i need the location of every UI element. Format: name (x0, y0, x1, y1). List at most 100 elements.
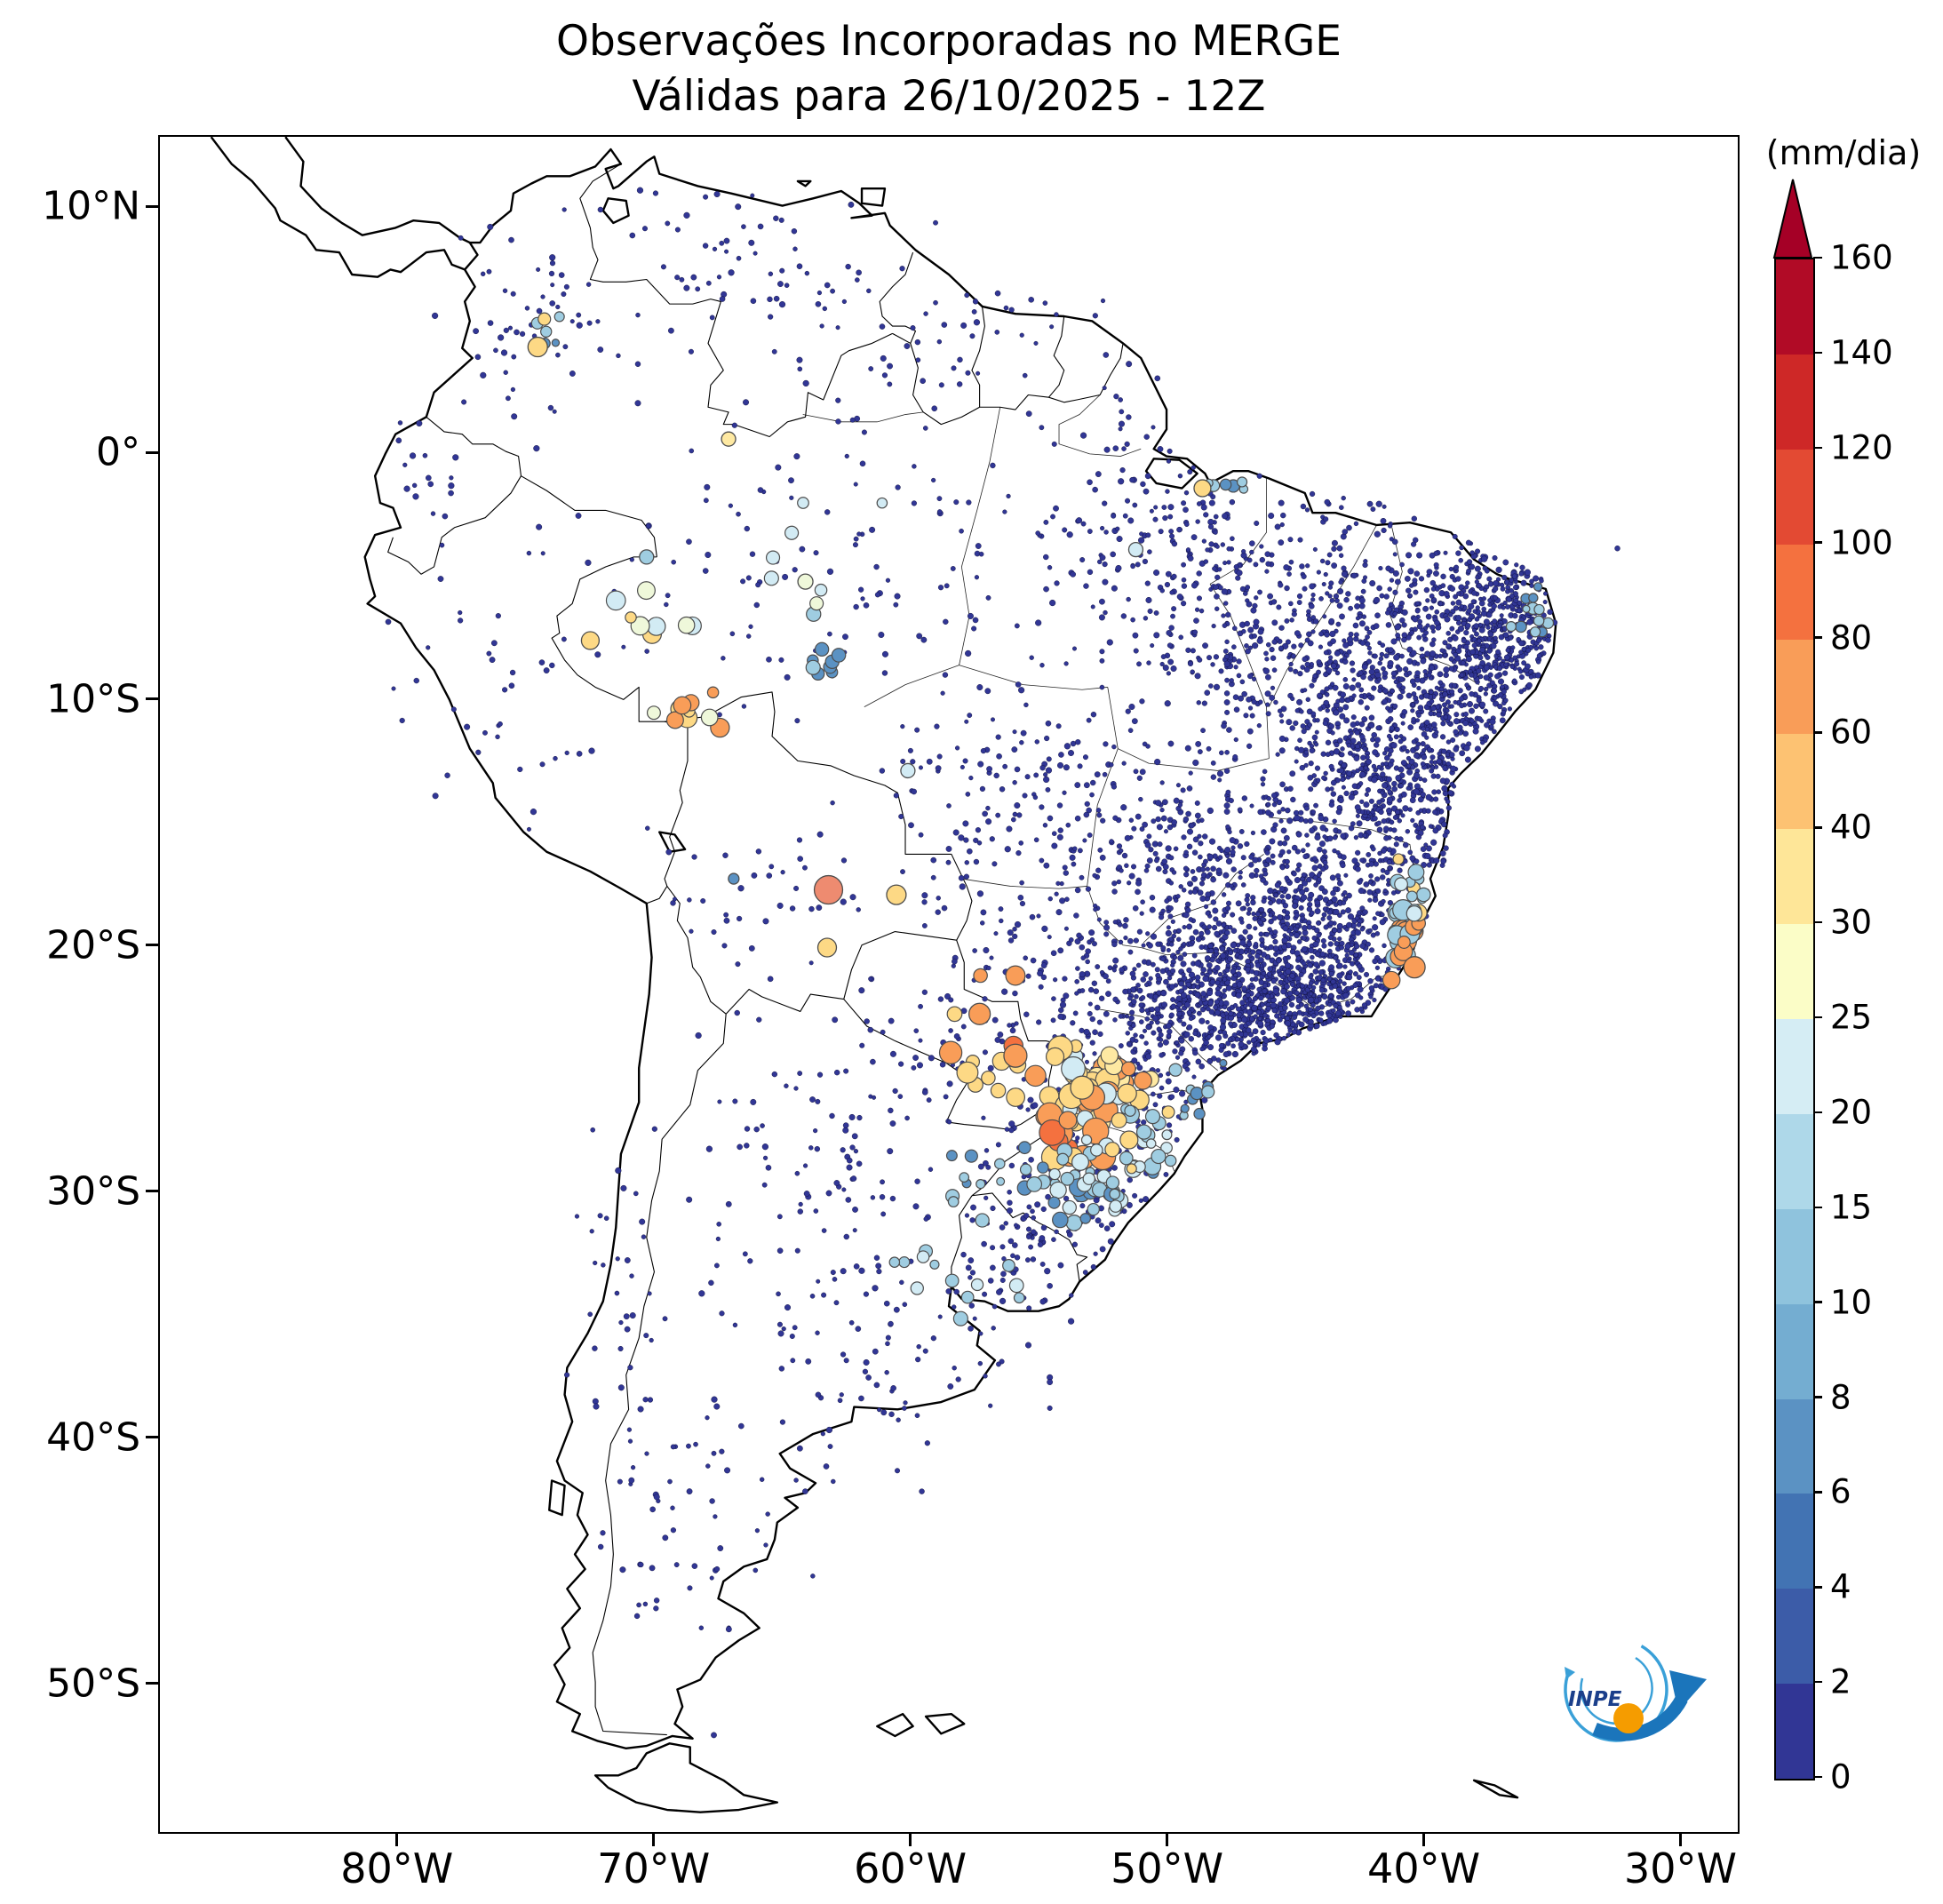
colorbar-tick (1813, 351, 1822, 355)
country-border (579, 163, 734, 426)
state-border (1209, 584, 1270, 759)
y-axis-tick-label: 50°S (46, 1661, 140, 1707)
y-axis-tick-label: 0° (96, 429, 140, 475)
x-axis-tick (1422, 1834, 1426, 1846)
x-axis-tick (395, 1834, 399, 1846)
colorbar-tick (1813, 1111, 1822, 1114)
colorbar-tick (1813, 1680, 1822, 1684)
colorbar-extend-arrow (1772, 179, 1813, 259)
coastline-marajo (1144, 458, 1198, 490)
colorbar-segment (1776, 1398, 1813, 1494)
country-border (843, 999, 1049, 1130)
country-border (426, 416, 522, 476)
observation-point (1614, 545, 1620, 552)
colorbar-tick (1813, 1396, 1822, 1398)
y-axis-tick-label: 20°S (46, 922, 140, 968)
observation-point (797, 573, 814, 590)
colorbar-tick (1813, 1491, 1822, 1494)
coastline-lake-maracaibo (601, 197, 630, 225)
colorbar-tick-label: 10 (1830, 1283, 1873, 1322)
colorbar-segment (1776, 1113, 1813, 1209)
colorbar-tick-label: 0 (1830, 1757, 1851, 1796)
country-border (551, 556, 665, 722)
y-axis-tick-label: 30°S (46, 1168, 140, 1215)
state-border (959, 407, 1001, 665)
colorbar-segment (1776, 923, 1813, 1019)
observation-point (721, 431, 737, 447)
colorbar-segment (1776, 1683, 1813, 1779)
coastline-tierra-del-fuego (593, 1742, 779, 1813)
x-axis-tick-label: 30°W (1624, 1844, 1738, 1892)
colorbar-tick-label: 20 (1830, 1093, 1873, 1132)
colorbar-tick (1813, 256, 1822, 259)
coastline-falkland-east (924, 1712, 966, 1735)
coastline-chiloe (548, 1479, 566, 1517)
country-border (971, 306, 985, 408)
colorbar-tick (1813, 446, 1822, 449)
observation-point (639, 549, 655, 565)
x-axis-tick (1166, 1834, 1169, 1846)
chart-title-block: Observações Incorporadas no MERGE Válida… (158, 14, 1740, 124)
x-axis-tick (909, 1834, 912, 1846)
observation-point (968, 1002, 991, 1025)
inpe-logo: INPE (1564, 1645, 1707, 1742)
y-axis-tick-label: 10°N (42, 183, 140, 229)
country-border (725, 988, 844, 1015)
colorbar-tick-label: 40 (1830, 808, 1873, 847)
y-axis-tick-label: 40°S (46, 1414, 140, 1461)
coastline-south-georgia (1472, 1779, 1519, 1799)
country-border (1048, 315, 1065, 398)
country-border (733, 332, 893, 438)
country-border (666, 886, 727, 1015)
x-axis-tick-label: 80°W (340, 1844, 454, 1892)
observation-point (1070, 1075, 1095, 1100)
coastline-trinidad (860, 187, 887, 207)
logo-arrow-icon (1592, 1695, 1688, 1741)
colorbar-segment (1776, 1018, 1813, 1114)
colorbar-segment (1776, 733, 1813, 830)
country-border (879, 251, 917, 344)
coastline-margarita (796, 179, 812, 187)
observation-point (900, 762, 916, 779)
colorbar-tick-label: 30 (1830, 903, 1873, 942)
colorbar-tick-label: 120 (1830, 428, 1893, 467)
y-axis-tick-label: 10°S (46, 676, 140, 722)
observation-point (580, 631, 601, 650)
coastline-lake-titicaca (658, 831, 687, 853)
colorbar-segment (1776, 1493, 1813, 1589)
colorbar-segment (1776, 544, 1813, 640)
coastline-layer (210, 137, 1557, 1813)
logo-arrowhead-icon (1669, 1670, 1707, 1711)
state-border (1058, 394, 1142, 457)
colorbar-tick (1813, 636, 1822, 639)
country-borders-layer (387, 163, 1124, 1736)
observation-point (813, 874, 844, 905)
colorbar-tick-label: 6 (1830, 1472, 1851, 1511)
country-border (387, 475, 522, 575)
colorbar (1774, 258, 1815, 1781)
colorbar-tick-label: 2 (1830, 1662, 1851, 1701)
coastline-mainland (363, 147, 1557, 1750)
y-axis-tick (146, 697, 158, 701)
country-border (592, 1014, 727, 1736)
state-borders-layer (802, 394, 1479, 1172)
y-axis-tick (146, 450, 158, 454)
colorbar-tick-label: 160 (1830, 238, 1893, 277)
x-axis-tick-label: 60°W (854, 1844, 968, 1892)
colorbar-tick-label: 140 (1830, 333, 1893, 372)
country-border (646, 721, 689, 904)
state-border (1209, 478, 1267, 585)
country-border (843, 930, 957, 1000)
observation-point (1127, 541, 1144, 558)
colorbar-segment (1776, 449, 1813, 545)
observation-point (1003, 1043, 1028, 1068)
state-border (1118, 748, 1270, 771)
colorbar-tick-label: 4 (1830, 1567, 1851, 1606)
coastline-central-america-caribbean (284, 137, 471, 244)
observation-point (816, 937, 838, 958)
colorbar-tick-label: 60 (1830, 713, 1873, 752)
coastline-central-america-pacific (210, 137, 466, 278)
logo-text: INPE (1568, 1688, 1622, 1711)
colorbar-unit-label: (mm/dia) (1765, 133, 1922, 172)
y-axis-tick (146, 1436, 158, 1439)
